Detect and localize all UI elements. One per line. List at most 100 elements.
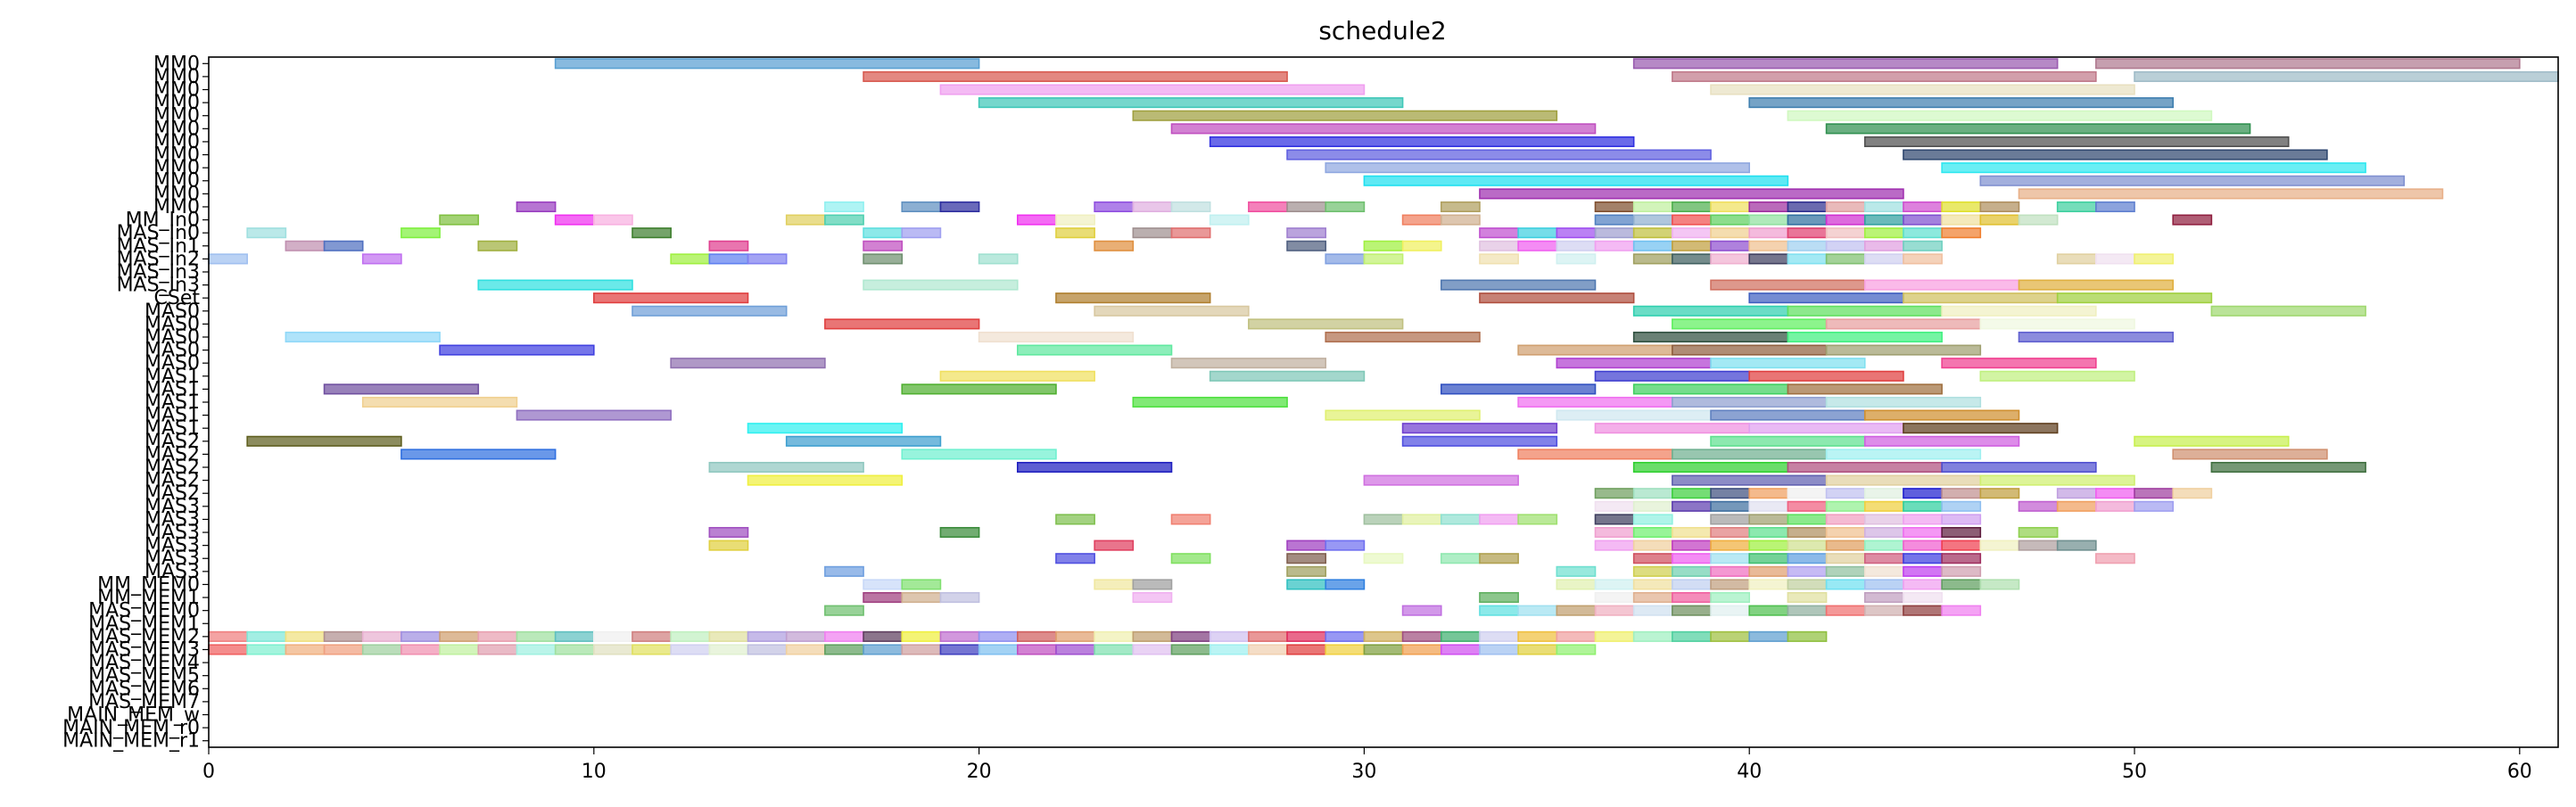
task-bar [1748, 500, 1789, 512]
task-bar [1594, 579, 1635, 590]
y-tick-label: MAS_In1 [117, 235, 200, 258]
task-bar [2172, 449, 2328, 460]
chart-title: schedule2 [1318, 16, 1446, 45]
task-bar [863, 591, 904, 604]
task-bar [1094, 539, 1135, 551]
task-bar [516, 201, 557, 213]
task-bar [1016, 644, 1057, 655]
task-bar [400, 449, 557, 460]
task-bar [2172, 488, 2213, 499]
task-bar [1903, 565, 1943, 577]
task-bar [477, 279, 633, 291]
task-bar [285, 644, 326, 655]
task-bar [2210, 461, 2366, 473]
task-bar [1363, 514, 1404, 525]
task-bar [1941, 358, 2097, 369]
task-bar [1863, 201, 1904, 213]
task-bar [670, 358, 826, 369]
task-bar [1440, 279, 1597, 291]
task-bar [1363, 240, 1404, 251]
y-tick-label: MAS3 [144, 496, 200, 518]
task-bar [1632, 579, 1673, 590]
task-bar [1248, 644, 1288, 655]
task-bar [1517, 344, 1673, 356]
y-tick-label: MAS_MEM6 [88, 678, 200, 700]
x-tick-label: 50 [2122, 761, 2147, 783]
y-tick-label: MM0 [153, 92, 200, 114]
task-bar [1055, 227, 1095, 239]
y-tick-label: CSet [154, 287, 201, 309]
task-bar [2134, 70, 2559, 82]
task-bar [1787, 553, 1828, 564]
task-bar [1672, 526, 1712, 539]
task-bar [1979, 175, 2406, 186]
task-bar [2018, 188, 2444, 200]
task-bar [1632, 500, 1673, 512]
task-bar [1710, 579, 1751, 590]
task-bar [1632, 214, 1673, 226]
task-bar [323, 240, 364, 251]
task-bar [2018, 331, 2174, 343]
task-bar [708, 644, 749, 655]
task-bar [863, 630, 904, 642]
task-bar [593, 214, 633, 226]
task-bar [901, 579, 942, 590]
task-bar [208, 630, 248, 642]
task-bar [1556, 605, 1597, 616]
task-bar [1787, 214, 1828, 226]
task-bar [1863, 227, 1904, 239]
task-bar [1401, 605, 1442, 616]
task-bar [1132, 644, 1173, 655]
task-bar [708, 630, 749, 642]
task-bar [1170, 201, 1211, 213]
task-bar [1787, 110, 2213, 121]
task-bar [1825, 579, 1866, 590]
task-bar [1632, 605, 1673, 616]
task-bar [2056, 201, 2097, 213]
task-bar [1941, 565, 1982, 577]
task-bar [1594, 605, 1635, 616]
task-bar [1748, 553, 1789, 564]
y-tick-label: MAS0 [144, 301, 200, 323]
y-tick-label: MAS_MEM4 [88, 652, 200, 674]
task-bar [1363, 253, 1404, 265]
task-bar [1517, 396, 1673, 408]
task-bar [1594, 591, 1635, 604]
task-bar [1363, 474, 1519, 486]
y-tick-label: MAS_In3 [117, 275, 200, 297]
task-bar [1903, 579, 1943, 590]
task-bar [1903, 605, 1943, 616]
task-bar [824, 318, 980, 330]
task-bar [1903, 227, 1943, 239]
task-bar [400, 644, 441, 655]
task-bar [1710, 539, 1751, 551]
y-tick-label: MAS1 [144, 378, 200, 400]
task-bar [1825, 565, 1866, 577]
task-bar [1710, 253, 1751, 265]
task-bar [1941, 500, 1982, 512]
task-bar [1710, 553, 1751, 564]
task-bar [785, 214, 826, 226]
task-bar [1787, 526, 1828, 539]
task-bar [1863, 565, 1904, 577]
y-tick-label: MAS1 [144, 391, 200, 414]
y-tick-label: MM_MEM1 [97, 587, 200, 609]
y-tick-label: MM_In0 [126, 210, 200, 232]
y-tick-label: MAS2 [144, 470, 200, 492]
task-bar [1710, 488, 1751, 499]
task-bar [593, 630, 633, 642]
task-bar [516, 644, 557, 655]
task-bar [1479, 188, 1904, 200]
task-bar [747, 423, 904, 434]
task-bar [1632, 201, 1673, 213]
y-tick-label: MM0 [153, 183, 200, 205]
task-bar [1363, 553, 1404, 564]
task-bar [1286, 644, 1327, 655]
task-bar [1825, 605, 1866, 616]
task-bar [1594, 514, 1635, 525]
task-bar [1863, 240, 1904, 251]
task-bar [1825, 500, 1866, 512]
y-tick-label: MAIN_MEM_r1 [62, 730, 200, 753]
task-bar [978, 97, 1404, 109]
